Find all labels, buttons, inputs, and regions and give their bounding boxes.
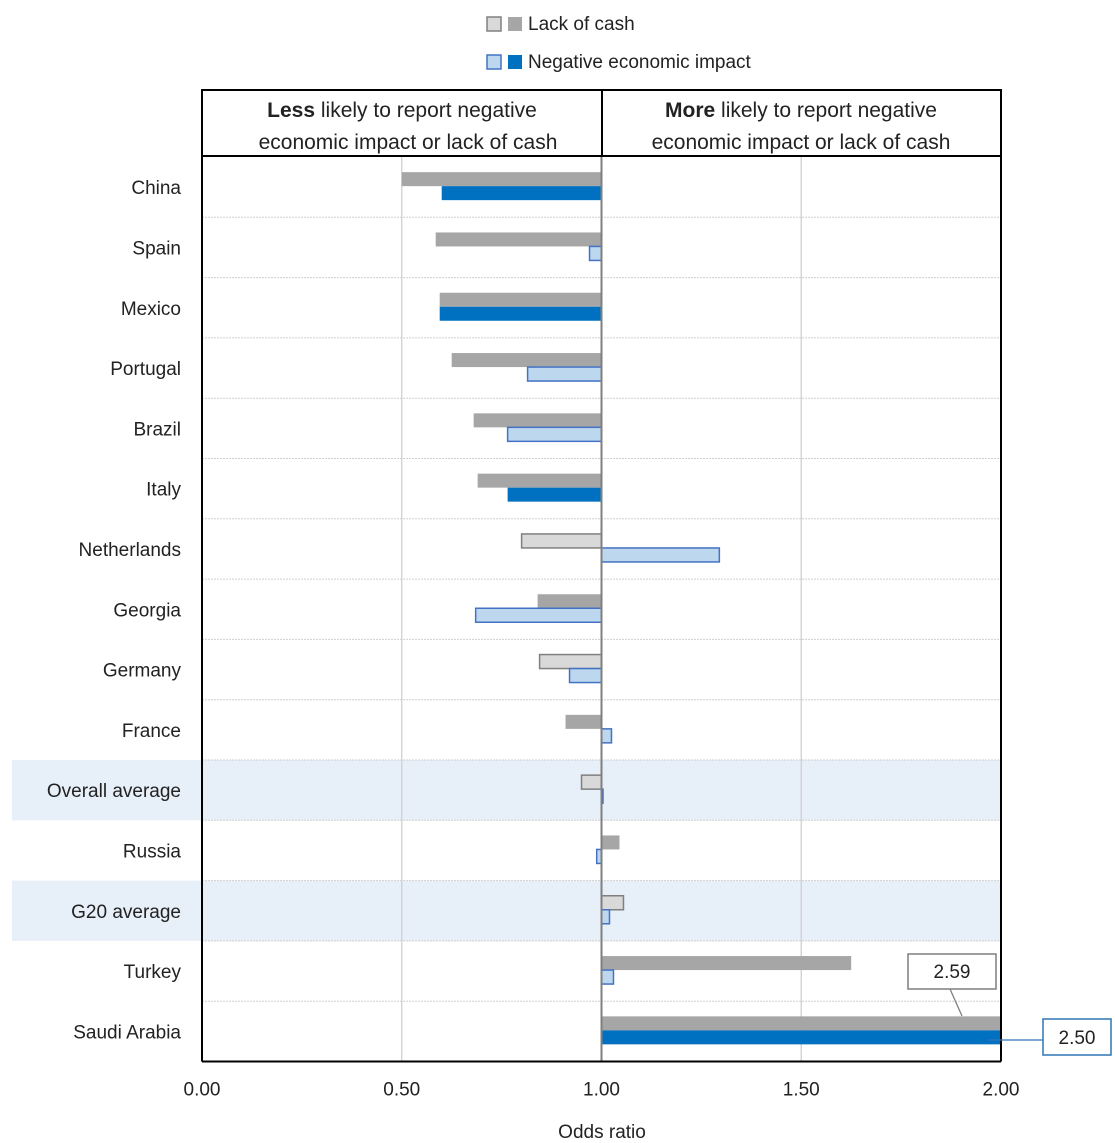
- value-callouts: 2.59 2.50: [907, 953, 1112, 1056]
- category-label-georgia: Georgia: [113, 600, 181, 621]
- category-label-russia: Russia: [123, 841, 182, 862]
- bar-negative-economic-impact-netherlands: [600, 547, 721, 563]
- bar-negative-economic-impact-spain: [588, 245, 603, 262]
- bar-negative-economic-impact-italy: [507, 487, 602, 502]
- bar-lack-of-cash-spain: [435, 232, 602, 247]
- bar-negative-economic-impact-portugal: [526, 366, 603, 382]
- bar-lack-of-cash-saudi-arabia: [601, 1016, 1001, 1031]
- category-label-overall-average: Overall average: [47, 781, 181, 802]
- x-tick-label-1-00: 1.00: [583, 1080, 620, 1101]
- category-label-turkey: Turkey: [124, 962, 182, 983]
- header-left-line2: economic impact or lack of cash: [259, 131, 558, 154]
- bar-lack-of-cash-china: [401, 172, 602, 187]
- axes: 0.00 0.50 1.00 1.50 2.00: [184, 157, 1020, 1101]
- bars: [401, 172, 1001, 1045]
- callout-impact-value: 2.50: [1059, 1028, 1096, 1049]
- bar-lack-of-cash-mexico: [439, 292, 602, 307]
- bar-lack-of-cash-russia: [601, 835, 620, 850]
- highlight-bands: [12, 760, 1001, 941]
- bar-negative-economic-impact-china: [441, 186, 602, 201]
- bar-negative-economic-impact-mexico: [439, 306, 602, 321]
- header-left-line1: Less likely to report negative: [267, 99, 537, 122]
- bar-lack-of-cash-netherlands: [520, 533, 603, 549]
- category-label-mexico: Mexico: [121, 299, 181, 320]
- header-box-right: [601, 89, 1002, 157]
- x-tick-label-0-00: 0.00: [184, 1080, 221, 1101]
- bar-negative-economic-impact-saudi-arabia: [601, 1030, 1001, 1045]
- category-label-brazil: Brazil: [133, 419, 181, 440]
- legend-label-negative-economic-impact: Negative economic impact: [528, 52, 752, 73]
- legend-swatch-lack-of-cash-nonsig: [486, 16, 502, 32]
- category-label-france: France: [122, 721, 181, 742]
- x-tick-label-2-00: 2.00: [983, 1080, 1020, 1101]
- bar-lack-of-cash-brazil: [473, 413, 602, 428]
- bar-lack-of-cash-g20-average: [600, 895, 625, 911]
- legend-swatch-impact-nonsig: [486, 54, 502, 70]
- x-tick-label-0-50: 0.50: [383, 1080, 420, 1101]
- bar-negative-economic-impact-g20-average: [600, 909, 611, 925]
- bar-lack-of-cash-france: [565, 714, 602, 729]
- category-label-china: China: [131, 178, 181, 199]
- highlight-band-overall-average: [12, 760, 1001, 821]
- legend: Lack of cash Negative economic impact: [486, 14, 752, 73]
- bar-lack-of-cash-portugal: [451, 353, 602, 368]
- legend-swatch-lack-of-cash-sig: [508, 17, 522, 31]
- legend-swatch-impact-sig: [508, 55, 522, 69]
- callout-lack-of-cash-value: 2.59: [934, 962, 971, 983]
- header-box-left: [201, 89, 603, 157]
- callout-box-impact: [1042, 1018, 1112, 1056]
- x-tick-label-1-50: 1.50: [783, 1080, 820, 1101]
- highlight-band-g20-average: [12, 880, 1001, 941]
- category-label-spain: Spain: [132, 238, 181, 259]
- bar-lack-of-cash-germany: [538, 653, 603, 670]
- bar-negative-economic-impact-georgia: [474, 607, 603, 623]
- callout-leader-lack-of-cash: [949, 988, 963, 1017]
- x-axis-title: Odds ratio: [558, 1122, 646, 1143]
- bar-negative-economic-impact-germany: [568, 667, 603, 684]
- bar-lack-of-cash-turkey: [601, 956, 852, 971]
- bar-lack-of-cash-italy: [477, 473, 602, 488]
- category-label-portugal: Portugal: [110, 359, 181, 380]
- bar-negative-economic-impact-france: [600, 728, 613, 744]
- bar-lack-of-cash-georgia: [537, 594, 602, 609]
- callout-box-lack-of-cash: [907, 953, 997, 990]
- category-label-germany: Germany: [103, 661, 182, 682]
- category-label-saudi-arabia: Saudi Arabia: [73, 1022, 181, 1043]
- header-right-line1: More likely to report negative: [665, 99, 937, 122]
- category-label-italy: Italy: [146, 480, 181, 501]
- chart-header: Less likely to report negative economic …: [201, 89, 1002, 157]
- category-label-netherlands: Netherlands: [79, 540, 181, 561]
- header-right-line2: economic impact or lack of cash: [652, 131, 951, 154]
- bar-lack-of-cash-overall-average: [580, 774, 603, 790]
- category-label-g20-average: G20 average: [71, 902, 181, 923]
- category-labels: China Spain Mexico Portugal Brazil Italy Nethe…: [47, 178, 182, 1043]
- legend-label-lack-of-cash: Lack of cash: [528, 14, 635, 35]
- bar-negative-economic-impact-turkey: [600, 969, 615, 985]
- bar-negative-economic-impact-brazil: [506, 426, 603, 443]
